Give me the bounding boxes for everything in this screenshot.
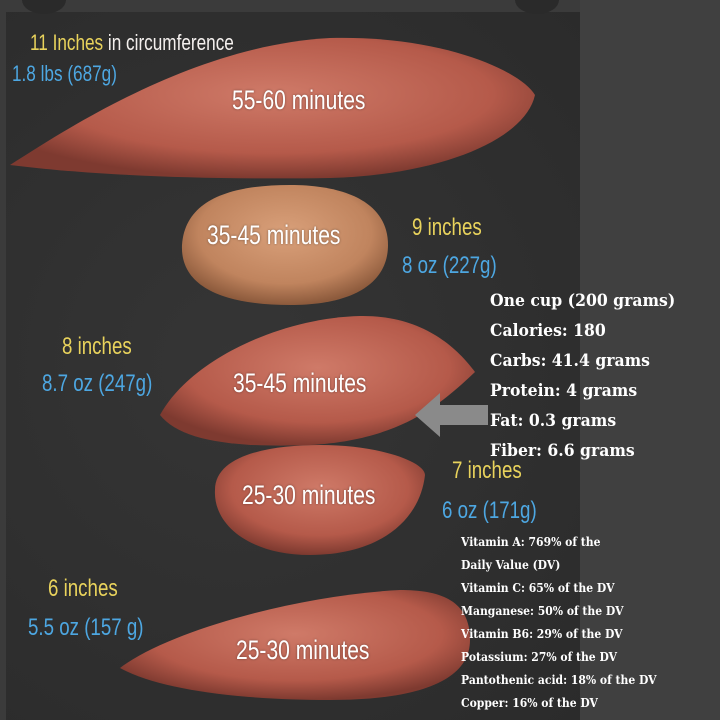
vitamin-line: Vitamin B6: 29% of the DV [461,627,623,641]
arrow-left-icon [415,393,488,437]
side-panel [580,0,720,720]
nutrition-line: Protein: 4 grams [490,381,638,401]
sweet-potato-medium-tan [181,185,388,305]
weight-label-7in: 6 oz (171g) [442,497,537,524]
cook-time-6in: 25-30 minutes [236,635,370,665]
nutrition-line: Fat: 0.3 grams [490,411,617,431]
nutrition-line: Calories: 180 [490,321,606,341]
weight-label-9in: 8 oz (227g) [402,252,497,279]
sweet-potato-large [10,37,535,179]
sweet-potato-6in [120,590,470,700]
overlay-circle-icon [515,0,559,14]
vitamin-line: Vitamin A: 769% of the [461,535,601,549]
nutrition-facts: One cup (200 grams) Calories: 180 Carbs:… [490,286,691,466]
sweet-potato-7in [214,445,425,555]
size-label-7in: 7 inches [452,457,522,484]
size-label-8in: 8 inches [62,333,132,360]
weight-label-large: 1.8 lbs (687g) [12,61,117,86]
weight-label-8in: 8.7 oz (247g) [42,370,153,397]
cook-time-9in: 35-45 minutes [207,220,341,250]
weight-label-6in: 5.5 oz (157 g) [28,614,144,641]
overlay-circle-icon [22,0,66,14]
vitamin-line: Manganese: 50% of the DV [461,604,624,618]
cook-time-large: 55-60 minutes [232,85,366,115]
vitamin-line: Pantothenic acid: 18% of the DV [461,673,657,687]
vitamin-list: Vitamin A: 769% of the Daily Value (DV) … [461,531,678,715]
size-label-9in: 9 inches [412,214,482,241]
size-label-6in: 6 inches [48,575,118,602]
cook-time-8in: 35-45 minutes [233,368,367,398]
vitamin-line: Daily Value (DV) [461,558,561,572]
cook-time-7in: 25-30 minutes [242,480,376,510]
size-label-large: 11 Inches in circumference [30,30,234,55]
nutrition-line: Fiber: 6.6 grams [490,441,635,461]
vitamin-line: Vitamin C: 65% of the DV [461,581,615,595]
vitamin-line: Copper: 16% of the DV [461,696,598,710]
nutrition-line: One cup (200 grams) [490,291,676,311]
vitamin-line: Potassium: 27% of the DV [461,650,618,664]
sweet-potato-8in [160,315,475,446]
nutrition-line: Carbs: 41.4 grams [490,351,650,371]
